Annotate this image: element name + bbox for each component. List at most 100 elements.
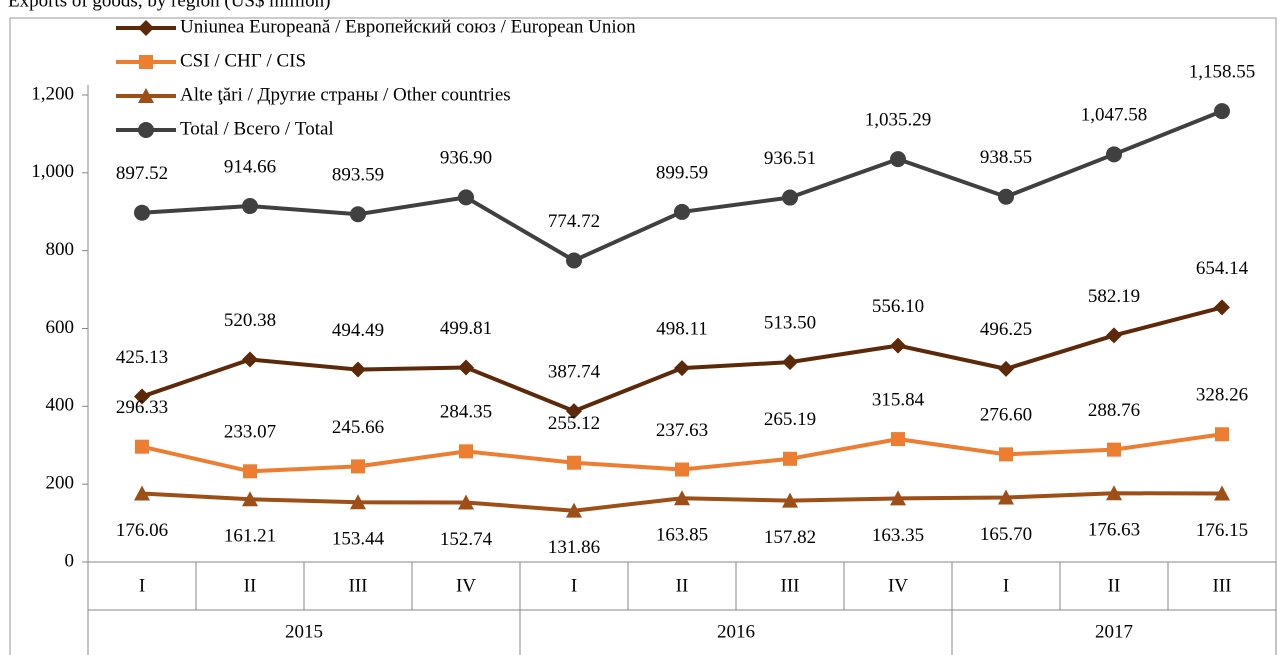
- data-label: 899.59: [656, 162, 708, 183]
- x-tick-label: III: [349, 575, 368, 596]
- data-label: 496.25: [980, 319, 1032, 340]
- marker: [998, 489, 1014, 505]
- data-label: 296.33: [116, 397, 168, 418]
- marker: [782, 492, 798, 508]
- data-label: 153.44: [332, 529, 385, 550]
- data-label: 582.19: [1088, 286, 1140, 307]
- data-label: 152.74: [440, 529, 493, 550]
- marker: [998, 188, 1014, 205]
- x-tick-label: I: [1003, 575, 1009, 596]
- marker: [1214, 485, 1230, 501]
- marker: [1215, 427, 1229, 442]
- marker: [890, 490, 906, 506]
- marker: [350, 494, 366, 510]
- group-label: 2017: [1095, 621, 1133, 642]
- chart-title: Exports of goods, by region (US$ million…: [8, 0, 330, 11]
- legend-label: Total / Всего / Total: [180, 118, 334, 139]
- marker: [350, 206, 366, 223]
- data-label: 237.63: [656, 420, 708, 441]
- data-label: 893.59: [332, 165, 384, 186]
- y-tick-label: 1,000: [31, 161, 74, 182]
- marker: [566, 502, 582, 518]
- marker: [566, 403, 582, 420]
- data-label: 774.72: [548, 211, 600, 232]
- marker: [890, 151, 906, 168]
- x-tick-label: II: [676, 575, 689, 596]
- marker: [458, 494, 474, 510]
- x-tick-label: I: [139, 575, 145, 596]
- legend-label: Alte ţări / Другие страны / Other countr…: [180, 84, 511, 105]
- marker: [134, 485, 150, 501]
- x-tick-label: II: [1108, 575, 1121, 596]
- marker: [350, 361, 366, 378]
- data-label: 936.90: [440, 148, 492, 169]
- data-label: 233.07: [224, 422, 276, 443]
- data-label: 513.50: [764, 313, 816, 334]
- marker: [1214, 299, 1230, 316]
- data-label: 654.14: [1196, 258, 1249, 279]
- y-tick-label: 1,200: [31, 83, 74, 104]
- data-label: 284.35: [440, 402, 492, 423]
- marker: [675, 462, 689, 477]
- marker: [782, 354, 798, 371]
- marker: [783, 451, 797, 466]
- data-label: 897.52: [116, 163, 168, 184]
- data-label: 288.76: [1088, 400, 1140, 421]
- marker: [242, 491, 258, 507]
- data-label: 425.13: [116, 347, 168, 368]
- legend-label: Uniunea Europeană / Европейский союз / E…: [180, 16, 636, 37]
- data-label: 1,035.29: [865, 109, 932, 130]
- data-label: 936.51: [764, 148, 816, 169]
- data-label: 387.74: [548, 361, 601, 382]
- marker: [135, 439, 149, 454]
- data-label: 1,047.58: [1081, 105, 1148, 126]
- data-label: 245.66: [332, 417, 384, 438]
- data-label: 255.12: [548, 413, 600, 434]
- data-label: 176.15: [1196, 520, 1248, 541]
- marker: [674, 360, 690, 377]
- y-tick-label: 800: [46, 239, 75, 260]
- marker: [138, 20, 154, 36]
- marker: [999, 447, 1013, 462]
- marker: [891, 432, 905, 447]
- data-label: 276.60: [980, 405, 1032, 426]
- data-label: 161.21: [224, 526, 276, 547]
- marker: [458, 189, 474, 206]
- data-label: 520.38: [224, 310, 276, 331]
- data-label: 556.10: [872, 296, 924, 317]
- data-label: 176.06: [116, 520, 168, 541]
- y-tick-label: 200: [46, 473, 75, 494]
- marker: [134, 204, 150, 221]
- marker: [1214, 103, 1230, 120]
- data-label: 163.35: [872, 525, 924, 546]
- x-tick-label: I: [571, 575, 577, 596]
- y-tick-label: 400: [46, 395, 75, 416]
- group-label: 2015: [285, 621, 323, 642]
- data-label: 315.84: [872, 389, 925, 410]
- data-label: 494.49: [332, 320, 384, 341]
- data-label: 914.66: [224, 156, 276, 177]
- marker: [567, 455, 581, 470]
- data-label: 498.11: [656, 319, 708, 340]
- data-label: 938.55: [980, 147, 1032, 168]
- marker: [139, 55, 153, 69]
- y-tick-label: 0: [65, 550, 75, 571]
- y-tick-label: 600: [46, 317, 75, 338]
- marker: [138, 122, 154, 138]
- chart-frame: [9, 17, 1277, 655]
- marker: [242, 198, 258, 215]
- data-label: 499.81: [440, 318, 492, 339]
- marker: [998, 360, 1014, 377]
- marker: [1106, 485, 1122, 501]
- data-label: 163.85: [656, 525, 708, 546]
- data-label: 131.86: [548, 537, 600, 558]
- data-label: 328.26: [1196, 385, 1248, 406]
- marker: [459, 444, 473, 459]
- x-tick-label: II: [244, 575, 257, 596]
- x-tick-label: IV: [888, 575, 908, 596]
- marker: [243, 464, 257, 479]
- marker: [242, 351, 258, 368]
- data-label: 176.63: [1088, 520, 1140, 541]
- x-tick-label: III: [781, 575, 800, 596]
